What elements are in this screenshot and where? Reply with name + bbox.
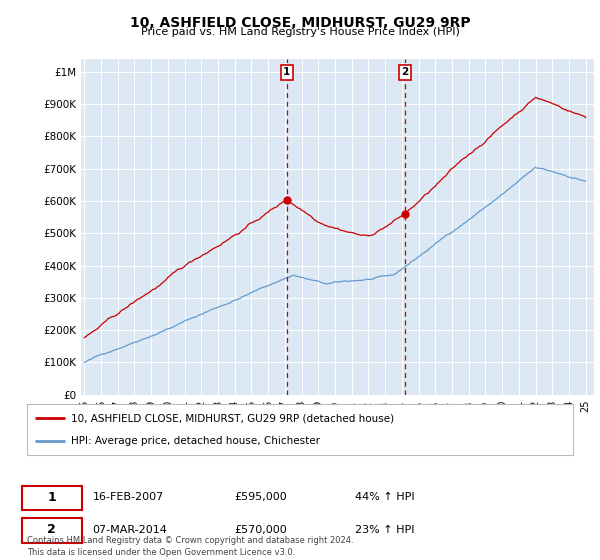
Text: HPI: Average price, detached house, Chichester: HPI: Average price, detached house, Chic… bbox=[71, 436, 320, 446]
Text: 2: 2 bbox=[401, 67, 409, 77]
Text: 1: 1 bbox=[283, 67, 290, 77]
Text: 07-MAR-2014: 07-MAR-2014 bbox=[92, 525, 167, 535]
Text: 16-FEB-2007: 16-FEB-2007 bbox=[92, 492, 164, 502]
Text: 44% ↑ HPI: 44% ↑ HPI bbox=[355, 492, 414, 502]
Text: 10, ASHFIELD CLOSE, MIDHURST, GU29 9RP (detached house): 10, ASHFIELD CLOSE, MIDHURST, GU29 9RP (… bbox=[71, 413, 394, 423]
Text: £570,000: £570,000 bbox=[235, 525, 287, 535]
Text: 23% ↑ HPI: 23% ↑ HPI bbox=[355, 525, 414, 535]
Text: 2: 2 bbox=[47, 523, 56, 536]
Text: £595,000: £595,000 bbox=[235, 492, 287, 502]
FancyBboxPatch shape bbox=[22, 486, 82, 511]
Text: Price paid vs. HM Land Registry's House Price Index (HPI): Price paid vs. HM Land Registry's House … bbox=[140, 27, 460, 37]
FancyBboxPatch shape bbox=[22, 518, 82, 543]
Text: 1: 1 bbox=[47, 491, 56, 504]
Text: Contains HM Land Registry data © Crown copyright and database right 2024.
This d: Contains HM Land Registry data © Crown c… bbox=[27, 536, 353, 557]
Text: 10, ASHFIELD CLOSE, MIDHURST, GU29 9RP: 10, ASHFIELD CLOSE, MIDHURST, GU29 9RP bbox=[130, 16, 470, 30]
